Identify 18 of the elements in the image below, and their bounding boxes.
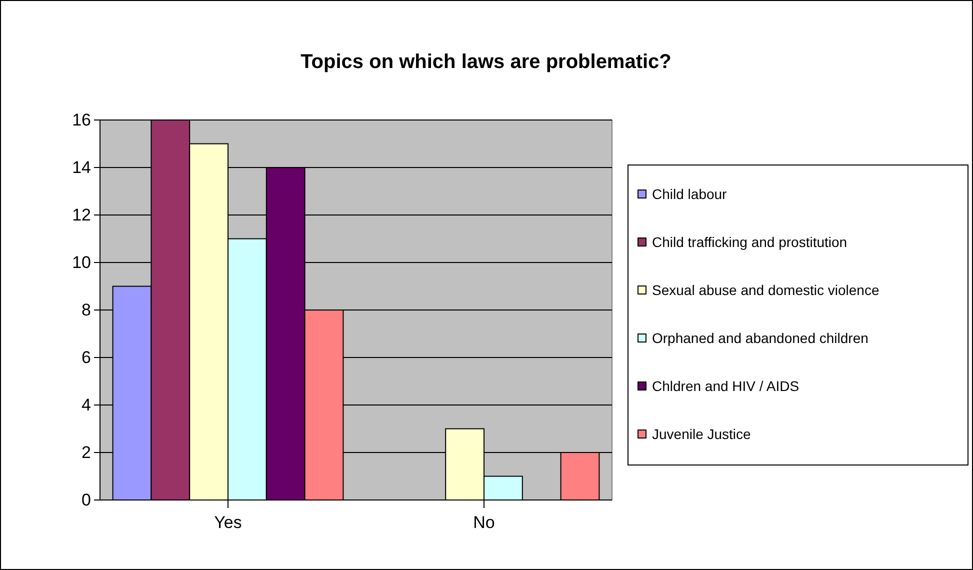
x-tick-label: No [473, 513, 495, 532]
legend-label: Sexual abuse and domestic violence [652, 282, 880, 298]
y-tick-label: 8 [82, 300, 91, 320]
x-tick-label: Yes [214, 513, 242, 532]
legend-label: Child labour [652, 186, 728, 202]
y-tick-label: 0 [82, 490, 91, 510]
chart-title: Topics on which laws are problematic? [300, 51, 672, 73]
y-tick-label: 2 [82, 442, 91, 462]
y-tick-label: 16 [72, 110, 91, 130]
y-tick-label: 4 [82, 395, 91, 414]
y-tick-label: 6 [82, 348, 91, 367]
legend-label: Juvenile Justice [652, 426, 752, 442]
legend-label: Child trafficking and prostitution [652, 234, 848, 250]
y-tick-label: 14 [72, 158, 91, 177]
y-tick-label: 12 [72, 205, 91, 224]
legend-label: Chldren and HIV / AIDS [652, 378, 800, 394]
y-tick-label: 10 [72, 252, 91, 272]
legend-label: Orphaned and abandoned children [652, 330, 868, 346]
